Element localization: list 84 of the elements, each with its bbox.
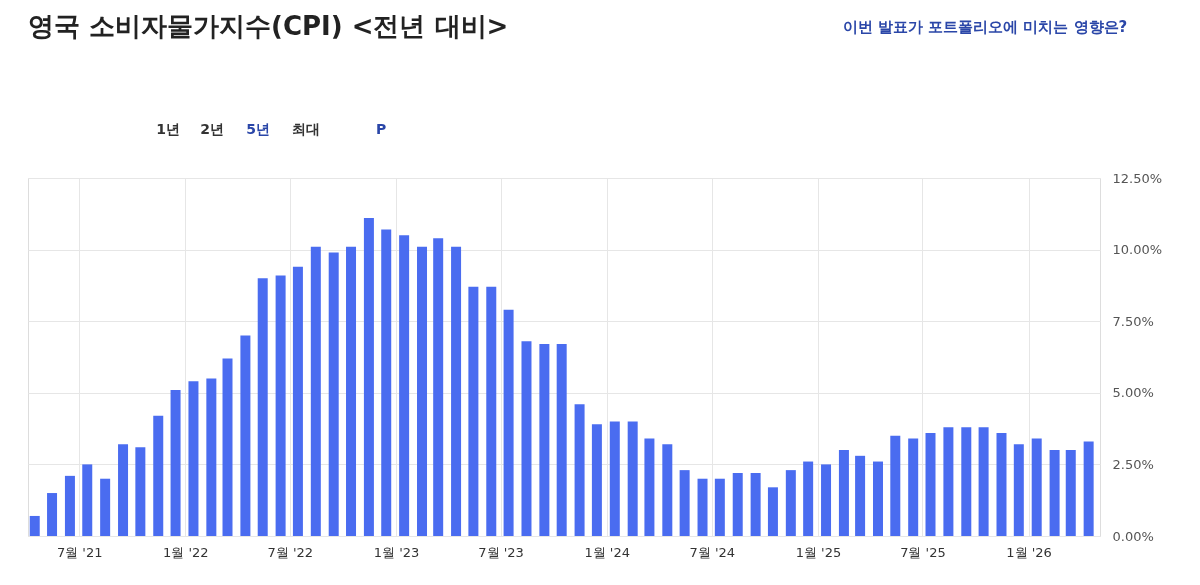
x-tick-label: 7월 '23	[478, 544, 524, 560]
text: P	[375, 121, 387, 137]
x-tick-label: 7월 '24	[689, 544, 736, 560]
bar	[468, 286, 479, 536]
text: 5년	[246, 121, 270, 137]
bar	[275, 275, 286, 536]
bar	[591, 424, 602, 536]
y-tick-label: 0.00%	[1112, 528, 1154, 544]
bar	[785, 470, 796, 536]
x-tick-label: 1월 '25	[795, 544, 842, 560]
y-tick-label: 2.50%	[1112, 456, 1154, 472]
bar	[1031, 438, 1042, 536]
chart-title: 영국 소비자물가지수(CPI) <전년 대비>	[28, 11, 509, 41]
bar	[556, 344, 567, 536]
bar	[100, 478, 111, 536]
bar	[714, 478, 725, 536]
bar	[539, 344, 550, 536]
bar	[346, 246, 357, 536]
bar	[750, 472, 761, 536]
bar	[188, 381, 199, 536]
y-tick-label: 12.50%	[1112, 170, 1163, 186]
x-tick-label: 1월 '24	[584, 544, 630, 560]
text: 이번 발표가 포트폴리오에 미치는 영향은?	[842, 18, 1128, 36]
bar	[943, 427, 954, 536]
x-tick-label: 7월 '21	[56, 544, 103, 560]
y-tick-label: 5.00%	[1112, 385, 1154, 401]
bar	[328, 252, 339, 536]
bar	[644, 438, 655, 536]
text: 2년	[200, 121, 224, 137]
bar	[908, 438, 919, 536]
bar	[240, 335, 251, 536]
bar	[925, 432, 936, 536]
text: 최대	[292, 121, 320, 137]
bar	[609, 421, 620, 536]
bar	[47, 493, 58, 536]
bar	[767, 487, 778, 536]
bar	[697, 478, 708, 536]
x-tick-label: 1월 '26	[1006, 544, 1052, 560]
bar	[363, 218, 374, 536]
y-tick-label: 10.00%	[1112, 242, 1163, 258]
bar	[1083, 441, 1094, 536]
bar	[503, 309, 514, 536]
bar	[679, 470, 690, 536]
bar	[292, 266, 303, 536]
bar	[1065, 450, 1076, 536]
bar	[399, 235, 410, 536]
bar	[417, 246, 428, 536]
bar	[996, 432, 1007, 536]
bar	[662, 444, 673, 536]
bar	[838, 450, 849, 536]
bar	[433, 238, 444, 536]
y-tick-label: 7.50%	[1112, 313, 1154, 329]
bar	[153, 415, 164, 536]
text: 1년	[156, 121, 180, 137]
bar	[222, 358, 233, 536]
bar	[890, 435, 901, 536]
bar	[855, 455, 866, 536]
bar	[521, 341, 532, 536]
bar	[1049, 450, 1060, 536]
bar	[170, 389, 181, 536]
x-tick-label: 7월 '25	[900, 544, 946, 560]
bar	[64, 475, 75, 536]
bar	[1013, 444, 1024, 536]
bar	[732, 472, 743, 536]
x-tick-label: 7월 '22	[267, 544, 314, 560]
bar	[257, 278, 268, 536]
bar	[381, 229, 392, 536]
bar	[310, 246, 321, 536]
bar	[821, 464, 832, 536]
bar	[574, 404, 585, 536]
bar	[978, 427, 989, 536]
bar	[29, 515, 40, 536]
bar	[803, 461, 814, 536]
bar	[118, 444, 129, 536]
bar	[135, 447, 146, 536]
bar	[872, 461, 883, 536]
bar	[486, 286, 497, 536]
bar	[627, 421, 638, 536]
bar	[451, 246, 462, 536]
bar	[82, 464, 93, 536]
bar	[206, 378, 217, 536]
x-tick-label: 1월 '23	[373, 544, 420, 560]
x-tick-label: 1월 '22	[163, 544, 209, 560]
bar	[961, 427, 972, 536]
